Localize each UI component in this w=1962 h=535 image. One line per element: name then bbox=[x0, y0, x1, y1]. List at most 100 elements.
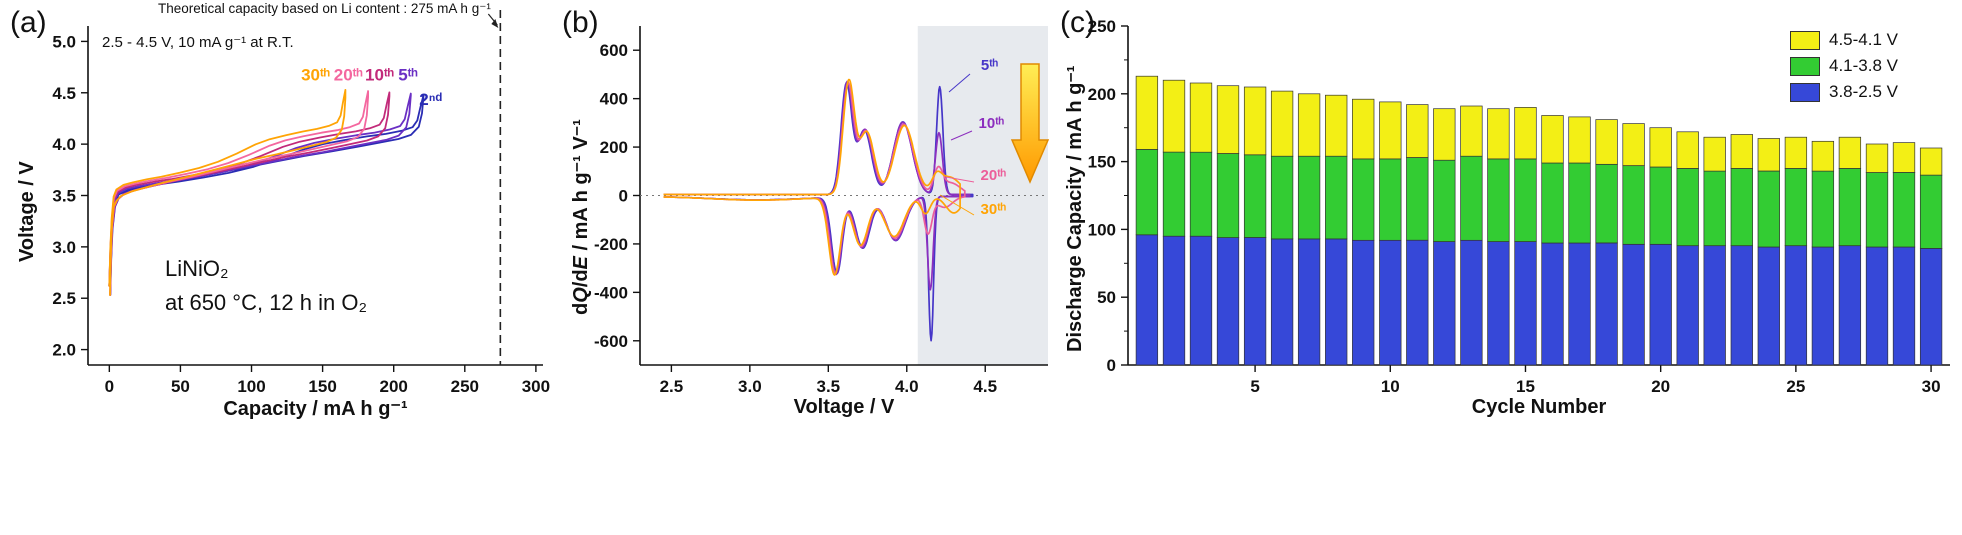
x-tick-label: 15 bbox=[1516, 377, 1535, 396]
bar-cycle29-segment0 bbox=[1892, 246, 1916, 366]
legend-label: 4.1-3.8 V bbox=[1829, 56, 1898, 75]
bar-cycle14-segment2 bbox=[1487, 108, 1510, 160]
bar-cycle21-segment1 bbox=[1676, 168, 1699, 247]
bar-cycle9-segment2 bbox=[1352, 98, 1375, 160]
bar-cycle3-segment2 bbox=[1189, 82, 1213, 153]
legend-label: 4.5-4.1 V bbox=[1829, 30, 1898, 49]
label-connector-line bbox=[939, 194, 975, 216]
bar-cycle23-segment2 bbox=[1730, 134, 1753, 169]
y-tick-label: 5.0 bbox=[52, 32, 76, 51]
bar-cycle2-segment0 bbox=[1162, 235, 1186, 366]
x-tick-label: 50 bbox=[171, 377, 190, 396]
panel-a-cycle-label-2: 10ᵗʰ bbox=[365, 65, 394, 84]
y-tick-label: 0 bbox=[1107, 356, 1116, 375]
panel-b-cycle-label-1: 10ᵗʰ bbox=[979, 115, 1005, 132]
ylabel-part-italic-e: E bbox=[570, 256, 592, 270]
bar-cycle27-segment1 bbox=[1838, 168, 1862, 247]
x-tick-label: 10 bbox=[1381, 377, 1400, 396]
sample-synthesis-annotation: at 650 °C, 12 h in O₂ bbox=[165, 290, 368, 315]
bar-cycle6-segment1 bbox=[1270, 155, 1294, 240]
bar-cycle23-segment1 bbox=[1730, 168, 1753, 247]
bar-cycle13-segment2 bbox=[1460, 105, 1483, 157]
y-tick-label: 4.5 bbox=[52, 84, 76, 103]
legend-item-high-voltage: 4.5-4.1 V bbox=[1790, 30, 1898, 50]
bar-cycle29-segment1 bbox=[1892, 172, 1916, 248]
panel-a-axes: 0 50 100 150 200 250 300 2.0 2.5 3.0 3.5 4.0 4.5 5.0 bbox=[52, 26, 550, 396]
bar-cycle18-segment2 bbox=[1595, 119, 1618, 165]
panel-b-cycle-label-2: 20ᵗʰ bbox=[981, 167, 1007, 184]
x-tick-label: 20 bbox=[1651, 377, 1670, 396]
bar-cycle17-segment1 bbox=[1568, 162, 1591, 244]
bar-cycle22-segment1 bbox=[1703, 170, 1726, 247]
bar-cycle24-segment1 bbox=[1757, 170, 1780, 248]
bar-cycle27-segment2 bbox=[1838, 136, 1862, 169]
panel-a-cycle-label-3: 20ᵗʰ bbox=[334, 65, 363, 84]
panel-a-cycle-curve-4 bbox=[108, 89, 347, 296]
bar-cycle15-segment0 bbox=[1514, 241, 1537, 366]
bar-cycle25-segment1 bbox=[1784, 168, 1808, 247]
bar-cycle16-segment1 bbox=[1541, 162, 1564, 244]
bar-cycle28-segment2 bbox=[1865, 143, 1889, 173]
bar-cycle10-segment0 bbox=[1379, 239, 1402, 366]
bar-cycle16-segment2 bbox=[1541, 115, 1564, 164]
bar-cycle14-segment0 bbox=[1487, 241, 1510, 366]
bar-cycle17-segment2 bbox=[1568, 116, 1591, 164]
y-tick-label: -400 bbox=[594, 283, 628, 302]
a-x-axis-title: Capacity / mA h g⁻¹ bbox=[223, 398, 408, 420]
y-tick-label: 100 bbox=[1088, 220, 1116, 239]
bar-cycle19-segment0 bbox=[1622, 243, 1645, 366]
y-tick-label: 2.0 bbox=[52, 341, 76, 360]
bar-cycle4-segment0 bbox=[1216, 237, 1240, 366]
annotation-arrowhead-icon bbox=[491, 19, 499, 28]
label-connector-line bbox=[948, 73, 971, 93]
c-y-axis-title: Discharge Capacity / mA h g⁻¹ bbox=[1064, 65, 1086, 352]
panel-a-cycle-curve-0 bbox=[108, 93, 425, 296]
ylabel-part-italic-q: Q bbox=[570, 287, 592, 303]
bar-cycle2-segment2 bbox=[1162, 79, 1186, 153]
ylabel-part: /d bbox=[570, 269, 592, 288]
theoretical-capacity-annotation: Theoretical capacity based on Li content… bbox=[158, 1, 491, 16]
bar-cycle13-segment0 bbox=[1460, 239, 1483, 366]
bar-cycle11-segment1 bbox=[1406, 157, 1429, 241]
panel-a-cycle-label-4: 30ᵗʰ bbox=[301, 65, 330, 84]
legend-swatch-yellow bbox=[1790, 30, 1820, 50]
legend-swatch-blue bbox=[1790, 82, 1820, 102]
y-tick-label: -600 bbox=[594, 332, 628, 351]
bar-cycle10-segment2 bbox=[1379, 101, 1402, 160]
bar-cycle30-segment0 bbox=[1919, 248, 1943, 366]
panel-b-cycle-label-0: 5ᵗʰ bbox=[981, 57, 999, 74]
b-y-axis-title: dQ/dE / mA h g⁻¹ V⁻¹ bbox=[568, 119, 593, 315]
legend-label: 3.8-2.5 V bbox=[1829, 82, 1898, 101]
bar-cycle20-segment0 bbox=[1649, 243, 1672, 366]
bar-cycle10-segment1 bbox=[1379, 158, 1402, 241]
bar-cycle20-segment2 bbox=[1649, 127, 1672, 168]
bar-cycle11-segment0 bbox=[1406, 239, 1429, 366]
bar-cycle12-segment1 bbox=[1433, 159, 1456, 242]
bar-cycle4-segment2 bbox=[1216, 85, 1240, 154]
bar-cycle9-segment0 bbox=[1352, 239, 1375, 366]
bar-cycle17-segment0 bbox=[1568, 242, 1591, 366]
y-tick-label: 3.5 bbox=[52, 187, 76, 206]
bar-cycle4-segment1 bbox=[1216, 153, 1240, 238]
bar-cycle29-segment2 bbox=[1892, 142, 1916, 173]
x-tick-label: 25 bbox=[1786, 377, 1805, 396]
panel-b-label: (b) bbox=[562, 6, 599, 39]
bar-cycle18-segment1 bbox=[1595, 163, 1618, 244]
panel-b-cycle-label-3: 30ᵗʰ bbox=[981, 201, 1007, 218]
stacked-bars bbox=[1135, 75, 1943, 366]
label-connector-line bbox=[950, 130, 973, 141]
panel-b-cycle-curve-3 bbox=[663, 78, 961, 276]
bar-cycle19-segment1 bbox=[1622, 165, 1645, 245]
bar-cycle7-segment0 bbox=[1297, 238, 1321, 366]
panel-a-label: (a) bbox=[10, 6, 47, 39]
y-tick-label: 3.0 bbox=[52, 238, 76, 257]
y-tick-label: 150 bbox=[1088, 153, 1116, 172]
bar-cycle14-segment1 bbox=[1487, 158, 1510, 242]
bar-cycle7-segment2 bbox=[1297, 93, 1321, 157]
bar-cycle25-segment0 bbox=[1784, 245, 1808, 366]
bar-cycle12-segment0 bbox=[1433, 241, 1456, 366]
panel-a-cycle-curve-3 bbox=[108, 90, 369, 296]
a-y-axis-title: Voltage / V bbox=[16, 161, 38, 262]
b-x-axis-title: Voltage / V bbox=[793, 396, 895, 418]
cycle-trend-arrow-icon bbox=[1010, 63, 1050, 184]
